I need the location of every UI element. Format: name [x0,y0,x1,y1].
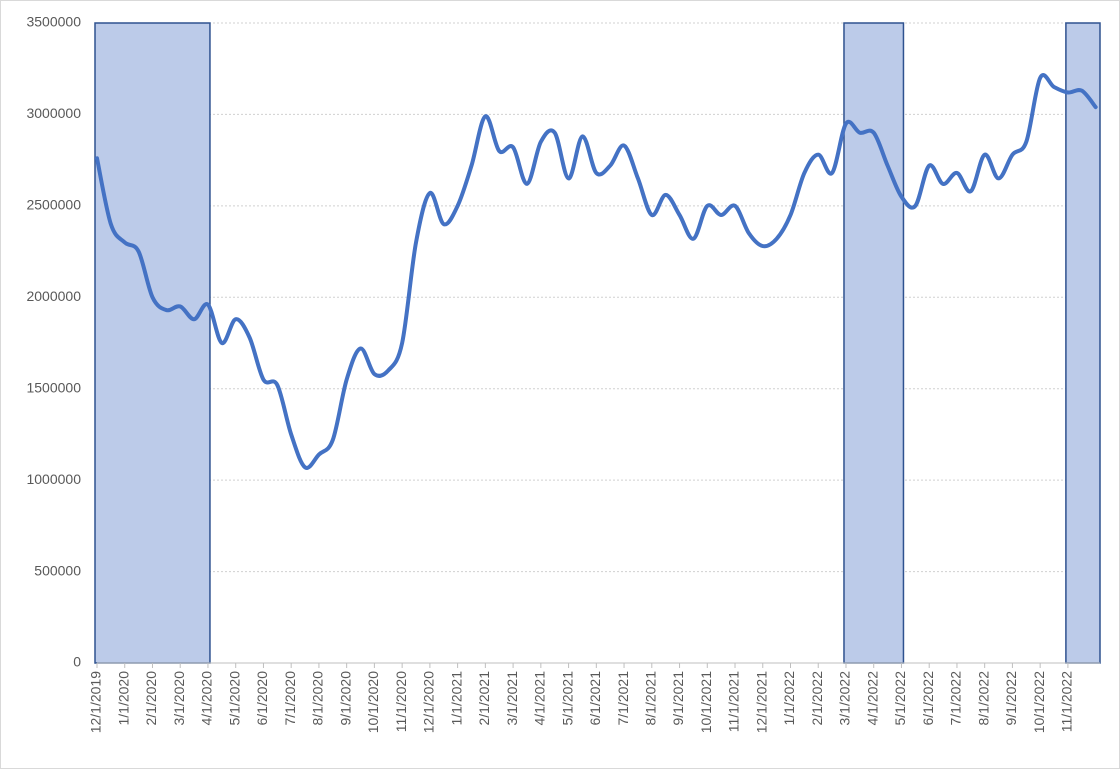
x-tick-label: 7/1/2021 [615,671,631,726]
shade-band [94,22,211,664]
x-tick-label: 7/1/2020 [282,671,298,726]
x-tick-label: 10/1/2021 [698,671,714,733]
y-tick-label: 2000000 [26,288,81,304]
x-tick-label: 3/1/2021 [504,671,520,726]
line-series [95,73,1098,470]
x-tick-label: 2/1/2022 [809,671,825,726]
y-tick-label: 0 [73,654,81,670]
x-tick-label: 6/1/2022 [920,671,936,726]
x-tick-label: 9/1/2020 [337,671,353,726]
x-tick-label: 9/1/2022 [1003,671,1019,726]
x-tick-label: 8/1/2020 [310,671,326,726]
x-tick-label: 12/1/2021 [753,671,769,733]
shade-band [843,22,905,664]
shade-band [1065,22,1101,664]
x-tick-label: 11/1/2020 [393,671,409,732]
x-tick-label: 3/1/2020 [171,671,187,726]
x-tick-label: 5/1/2020 [226,671,242,726]
x-tick-label: 5/1/2022 [892,671,908,726]
x-tick-label: 9/1/2021 [670,671,686,726]
x-tick-label: 1/1/2020 [115,671,131,726]
x-tick-label: 5/1/2021 [559,671,575,726]
x-tick-label: 2/1/2020 [143,671,159,726]
y-tick-label: 3500000 [26,14,81,30]
x-tick-label: 2/1/2021 [476,671,492,726]
x-tick-label: 11/1/2021 [726,671,742,732]
x-tick-label: 3/1/2022 [837,671,853,726]
x-tick-label: 1/1/2021 [448,671,464,726]
x-tick-label: 4/1/2022 [864,671,880,726]
x-tick-label: 11/1/2022 [1059,671,1075,732]
x-tick-label: 1/1/2022 [781,671,797,726]
x-tick-label: 8/1/2022 [975,671,991,726]
y-tick-label: 3000000 [26,105,81,121]
y-tick-label: 1000000 [26,471,81,487]
x-tick-label: 12/1/2019 [88,671,104,733]
x-tick-label: 6/1/2020 [254,671,270,726]
x-tick-label: 10/1/2022 [1031,671,1047,733]
x-tick-label: 10/1/2020 [365,671,381,733]
x-tick-label: 4/1/2020 [199,671,215,726]
x-tick-label: 6/1/2021 [587,671,603,726]
y-tick-label: 500000 [34,562,81,578]
y-tick-label: 2500000 [26,197,81,213]
x-tick-label: 8/1/2021 [643,671,659,726]
x-tick-label: 4/1/2021 [532,671,548,726]
x-tick-label: 12/1/2020 [421,671,437,733]
x-tick-label: 7/1/2022 [948,671,964,726]
y-tick-label: 1500000 [26,379,81,395]
